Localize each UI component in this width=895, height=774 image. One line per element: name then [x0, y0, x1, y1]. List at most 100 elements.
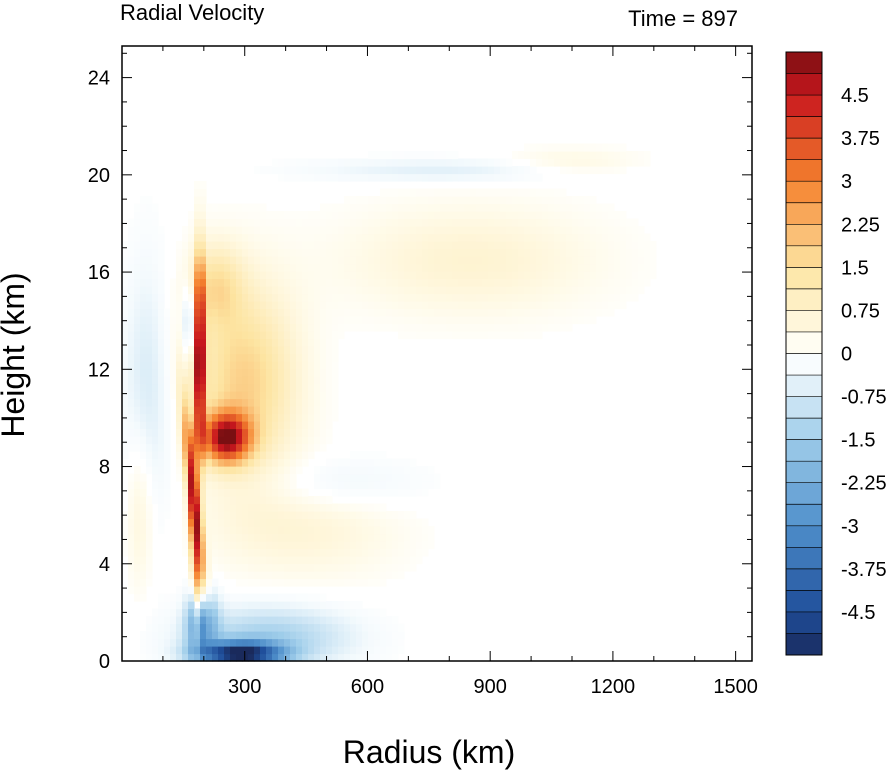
- field-cell: [242, 616, 249, 625]
- field-cell: [254, 571, 261, 580]
- field-cell: [548, 203, 555, 212]
- field-cell: [260, 271, 267, 280]
- field-cell: [344, 548, 351, 557]
- field-cell: [224, 548, 231, 557]
- field-cell: [230, 593, 237, 602]
- field-cell: [536, 286, 543, 295]
- field-cell: [188, 488, 195, 497]
- field-cell: [248, 263, 255, 272]
- field-cell: [248, 563, 255, 572]
- field-cell: [230, 263, 237, 272]
- field-cell: [224, 646, 231, 655]
- field-cell: [248, 623, 255, 632]
- field-cell: [170, 623, 177, 632]
- field-cell: [278, 541, 285, 550]
- field-cell: [188, 563, 195, 572]
- field-cell: [188, 331, 195, 340]
- field-cell: [380, 323, 387, 332]
- field-cell: [350, 458, 357, 467]
- field-cell: [230, 533, 237, 542]
- field-cell: [350, 166, 357, 175]
- field-cell: [212, 533, 219, 542]
- field-cell: [236, 233, 243, 242]
- field-cell: [308, 413, 315, 422]
- field-cell: [410, 233, 417, 242]
- field-cell: [386, 196, 393, 205]
- field-cell: [404, 271, 411, 280]
- field-cell: [218, 331, 225, 340]
- field-cell: [392, 473, 399, 482]
- field-cell: [458, 293, 465, 302]
- field-cell: [158, 406, 165, 415]
- field-cell: [626, 293, 633, 302]
- field-cell: [434, 263, 441, 272]
- field-cell: [368, 308, 375, 317]
- field-cell: [278, 286, 285, 295]
- field-cell: [194, 533, 201, 542]
- field-cell: [596, 151, 603, 160]
- field-cell: [296, 331, 303, 340]
- field-cell: [590, 151, 597, 160]
- field-cell: [254, 646, 261, 655]
- field-cell: [224, 571, 231, 580]
- field-cell: [236, 443, 243, 452]
- field-cell: [410, 188, 417, 197]
- field-cell: [410, 518, 417, 527]
- field-cell: [428, 526, 435, 535]
- field-cell: [350, 203, 357, 212]
- field-cell: [368, 271, 375, 280]
- field-cell: [530, 143, 537, 152]
- field-cell: [182, 331, 189, 340]
- field-cell: [206, 376, 213, 385]
- field-cell: [452, 293, 459, 302]
- field-cell: [338, 271, 345, 280]
- field-cell: [128, 533, 135, 542]
- field-cell: [248, 218, 255, 227]
- field-cell: [266, 638, 273, 647]
- field-cell: [518, 218, 525, 227]
- field-cell: [332, 166, 339, 175]
- field-cell: [572, 241, 579, 250]
- field-cell: [182, 526, 189, 535]
- field-cell: [398, 518, 405, 527]
- field-cell: [392, 526, 399, 535]
- field-cell: [200, 646, 207, 655]
- field-cell: [248, 578, 255, 587]
- field-cell: [536, 278, 543, 287]
- field-cell: [326, 518, 333, 527]
- field-cell: [296, 218, 303, 227]
- field-cell: [410, 541, 417, 550]
- field-cell: [392, 556, 399, 565]
- field-cell: [188, 436, 195, 445]
- field-cell: [464, 248, 471, 257]
- field-cell: [584, 143, 591, 152]
- field-cell: [410, 548, 417, 557]
- field-cell: [224, 398, 231, 407]
- field-cell: [440, 331, 447, 340]
- y-tick-label: 8: [99, 457, 110, 479]
- field-cell: [152, 623, 159, 632]
- field-cell: [122, 368, 129, 377]
- field-cell: [380, 541, 387, 550]
- field-cell: [374, 308, 381, 317]
- field-cell: [632, 151, 639, 160]
- field-cell: [308, 593, 315, 602]
- field-cell: [158, 451, 165, 460]
- field-cell: [182, 533, 189, 542]
- field-cell: [512, 271, 519, 280]
- field-cell: [356, 211, 363, 220]
- field-cell: [248, 533, 255, 542]
- field-cell: [428, 173, 435, 182]
- field-cell: [356, 248, 363, 257]
- field-cell: [362, 526, 369, 535]
- field-cell: [500, 158, 507, 167]
- field-cell: [374, 571, 381, 580]
- field-cell: [458, 263, 465, 272]
- field-cell: [158, 383, 165, 392]
- field-cell: [272, 293, 279, 302]
- field-cell: [542, 218, 549, 227]
- field-cell: [236, 623, 243, 632]
- field-cell: [356, 646, 363, 655]
- field-cell: [524, 151, 531, 160]
- field-cell: [506, 166, 513, 175]
